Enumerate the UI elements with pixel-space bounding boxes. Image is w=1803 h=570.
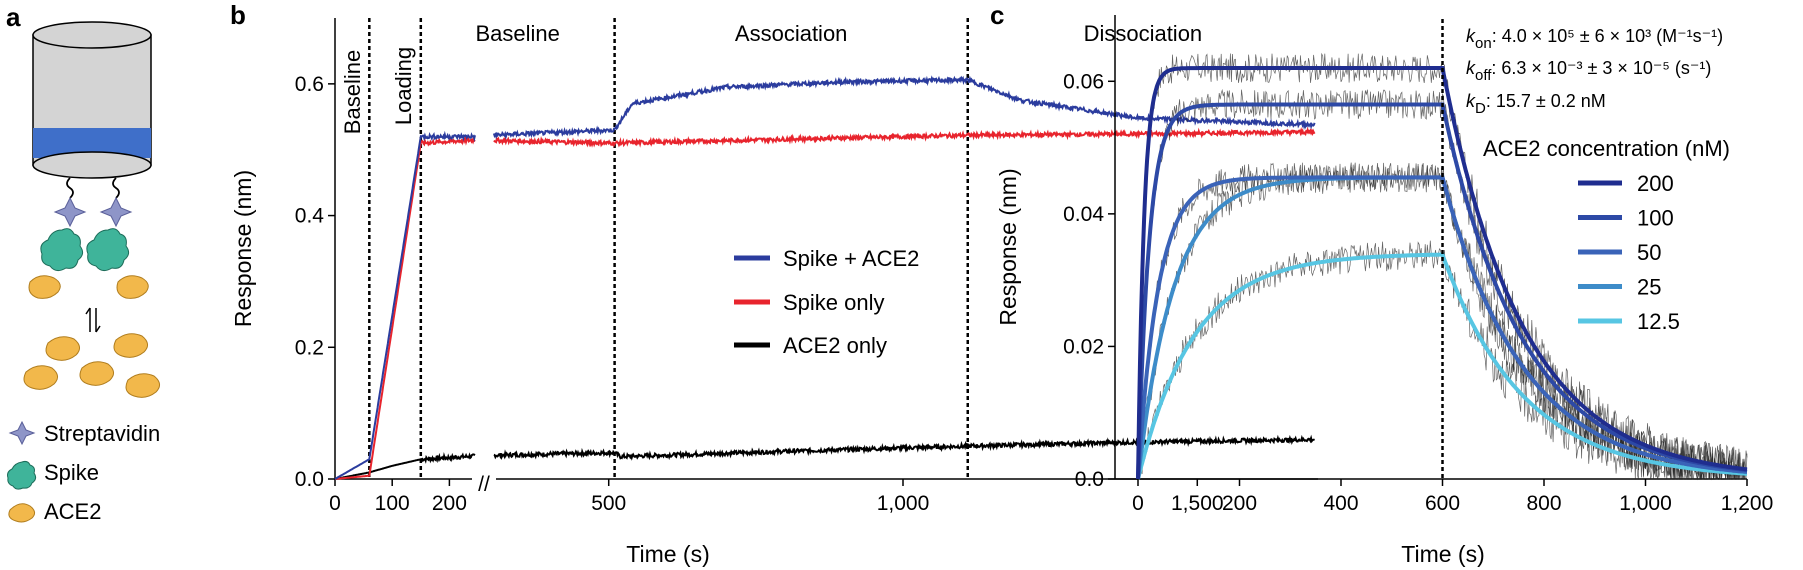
phase-label-baseline-2: Baseline <box>476 21 560 46</box>
y-tick-label: 0.06 <box>1063 70 1104 93</box>
x-tick-label: 1,000 <box>877 492 930 515</box>
phase-label-baseline: Baseline <box>340 50 365 134</box>
legend-label-200: 200 <box>1637 171 1674 196</box>
spike-icon <box>7 460 37 490</box>
x-tick-label: 800 <box>1526 492 1561 515</box>
x-tick-label: 400 <box>1323 492 1358 515</box>
x-tick-label: 500 <box>591 492 626 515</box>
ace2-icon <box>45 336 80 361</box>
series-line-spike-only <box>334 134 476 480</box>
y-tick-label: 0.4 <box>295 205 325 228</box>
ace2-icon <box>116 275 149 299</box>
x-tick-label: 0 <box>329 492 341 515</box>
y-tick-label: 0.6 <box>295 73 324 96</box>
koff-text-value: : 6.3 × 10⁻³ ± 3 × 10⁻⁵ (s⁻¹) <box>1491 58 1711 78</box>
equilibrium-arrows-icon <box>85 307 101 333</box>
streptavidin-icon <box>99 196 133 228</box>
panel-a-legend: Streptavidin Spike ACE2 <box>7 420 160 524</box>
x-axis-title: Time (s) <box>626 541 709 567</box>
x-axis-title: Time (s) <box>1401 541 1484 567</box>
panel-c-letter: c <box>990 0 1004 30</box>
x-tick-label: 1,500 <box>1171 492 1224 515</box>
kon-text-subscript: on <box>1475 35 1492 52</box>
ace2-icon <box>28 275 61 299</box>
legend-label: Spike + ACE2 <box>783 246 919 271</box>
spike-icon <box>86 228 130 272</box>
panel-b-letter: b <box>230 0 246 30</box>
series-line-ace2-only <box>334 452 476 480</box>
legend-spike-label: Spike <box>44 460 99 485</box>
koff-text-subscript: off <box>1475 67 1492 84</box>
panel-a-letter: a <box>6 2 21 32</box>
streptavidin-icon <box>8 420 36 446</box>
kd-text: kD: 15.7 ± 0.2 nM <box>1466 91 1606 117</box>
ace2-icon <box>79 361 114 386</box>
y-tick-label: 0.0 <box>295 468 324 491</box>
panel-a-schematic: a <box>6 2 160 524</box>
legend-label-100: 100 <box>1637 206 1674 231</box>
ace2-icon <box>23 365 58 390</box>
x-tick-label: 200 <box>432 492 467 515</box>
y-tick-label: 0.04 <box>1063 203 1104 226</box>
linker <box>66 177 74 199</box>
panel-c-legend: ACE2 concentration (nM) 200 100 50 25 12.5 <box>1483 136 1730 334</box>
kon-text-value: : 4.0 × 10⁵ ± 6 × 10³ (M⁻¹s⁻¹) <box>1492 26 1723 46</box>
axis-break: // <box>478 473 490 496</box>
series-line-ace2-only <box>493 434 1315 461</box>
panel-b-phase-labels: Baseline Loading Baseline Association Dissoc… <box>340 21 1202 134</box>
biosensor-tip <box>32 21 152 179</box>
ace2-icon <box>8 503 36 523</box>
x-tick-label: 1,000 <box>1619 492 1672 515</box>
fit-curve-50 <box>1136 175 1748 480</box>
legend-label: Spike only <box>783 290 885 315</box>
phase-label-association: Association <box>735 21 848 46</box>
phase-label-loading: Loading <box>391 47 416 125</box>
streptavidin-icon <box>53 196 87 228</box>
panel-b-legend: Spike + ACE2 Spike only ACE2 only <box>734 246 919 358</box>
y-tick-label: 0.2 <box>295 336 324 359</box>
legend-label: ACE2 only <box>783 333 887 358</box>
kd-text-symbol: k <box>1466 91 1476 111</box>
legend-label-50: 50 <box>1637 240 1661 265</box>
kon-text: kon: 4.0 × 10⁵ ± 6 × 10³ (M⁻¹s⁻¹) <box>1466 26 1723 52</box>
x-tick-label: 0 <box>1132 492 1144 515</box>
x-tick-label: 600 <box>1425 492 1460 515</box>
panel-c-chart: c 0.0 0.02 0.04 0.06 0 200 400 600 800 1,000 1,200… <box>990 0 1773 567</box>
series-line-spike-ace2 <box>334 130 476 480</box>
koff-text-symbol: k <box>1466 58 1476 78</box>
ace2-icon <box>125 373 160 398</box>
legend-label-12.5: 12.5 <box>1637 309 1680 334</box>
panel-b-series <box>334 75 1316 480</box>
panel-c-axes: 0.0 0.02 0.04 0.06 0 200 400 600 800 1,000 1,200 Ti… <box>995 15 1773 567</box>
x-tick-label: 100 <box>375 492 410 515</box>
legend-streptavidin-label: Streptavidin <box>44 421 160 446</box>
panel-c-kinetics: kon: 4.0 × 10⁵ ± 6 × 10³ (M⁻¹s⁻¹)koff: 6… <box>1466 26 1723 117</box>
spike-icon <box>40 228 84 272</box>
y-tick-label: 0.02 <box>1063 335 1104 358</box>
koff-text: koff: 6.3 × 10⁻³ ± 3 × 10⁻⁵ (s⁻¹) <box>1466 58 1711 84</box>
y-axis-title: Response (nm) <box>995 168 1021 325</box>
panel-b-axes: // 0.0 0.2 0.4 0.6 0 100 200 500 1,000 1,500 Time (… <box>230 18 1318 567</box>
x-tick-label: 1,200 <box>1721 492 1774 515</box>
ace2-icon <box>113 333 148 358</box>
sensor-bottom <box>32 151 152 179</box>
kon-text-symbol: k <box>1466 26 1476 46</box>
x-tick-label: 200 <box>1222 492 1257 515</box>
series-line-spike-only <box>493 126 1316 148</box>
kd-text-value: : 15.7 ± 0.2 nM <box>1486 91 1606 111</box>
sensor-top <box>32 21 152 49</box>
y-axis-title: Response (nm) <box>230 170 256 327</box>
legend-title: ACE2 concentration (nM) <box>1483 136 1730 161</box>
legend-label-25: 25 <box>1637 275 1661 300</box>
kd-text-subscript: D <box>1475 100 1486 117</box>
phase-label-dissociation: Dissociation <box>1084 21 1203 46</box>
panel-b-chart: b // 0.0 0.2 0.4 0.6 0 100 200 500 1,000 1,500 Time… <box>230 0 1318 567</box>
legend-ace2-label: ACE2 <box>44 499 101 524</box>
y-tick-label: 0.0 <box>1075 468 1104 491</box>
linker <box>112 177 120 199</box>
fit-curve-12.5 <box>1136 252 1747 480</box>
